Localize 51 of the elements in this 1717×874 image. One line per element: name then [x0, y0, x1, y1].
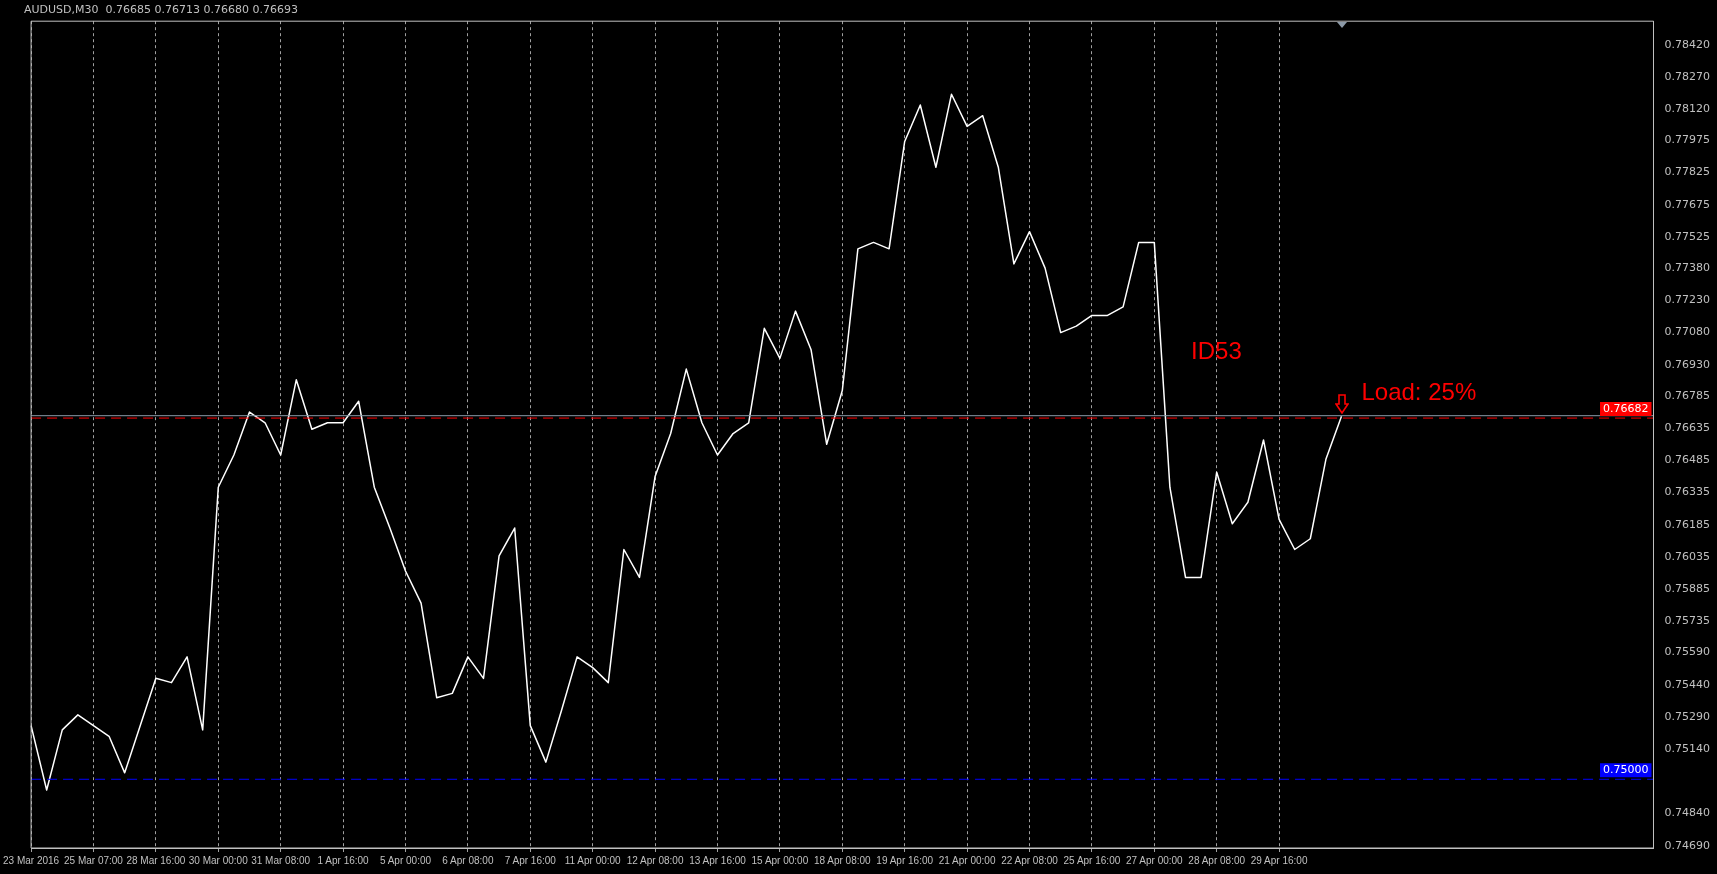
y-tick-label: 0.74690: [1664, 838, 1711, 852]
y-tick-label: 0.77525: [1664, 229, 1711, 243]
y-tick-label: 0.76930: [1664, 357, 1711, 371]
y-tick-label: 0.77975: [1664, 133, 1711, 147]
annotation: ID53: [1191, 336, 1242, 364]
x-tick-label: 30 Mar 00:00: [188, 854, 249, 866]
x-tick-label: 12 Apr 08:00: [626, 854, 684, 866]
y-tick-label: 0.75290: [1664, 709, 1711, 723]
x-tick-label: 15 Apr 00:00: [751, 854, 809, 866]
x-tick-label: 29 Apr 16:00: [1250, 854, 1308, 866]
x-tick-label: 1 Apr 16:00: [317, 854, 370, 866]
y-tick-label: 0.77230: [1664, 293, 1711, 307]
x-tick-label: 25 Mar 07:00: [64, 854, 124, 866]
x-tick-label: 28 Apr 08:00: [1188, 854, 1246, 866]
y-tick-label: 0.75590: [1664, 645, 1711, 659]
ref-line-label: 0.76682: [1603, 401, 1649, 415]
x-tick-label: 23 Mar 2016: [3, 854, 60, 866]
x-tick-label: 6 Apr 08:00: [442, 854, 494, 866]
y-tick-label: 0.77675: [1664, 197, 1711, 211]
y-tick-label: 0.76035: [1664, 549, 1711, 563]
x-tick-label: 22 Apr 08:00: [1001, 854, 1059, 866]
x-tick-label: 19 Apr 16:00: [876, 854, 934, 866]
x-tick-label: 27 Apr 00:00: [1125, 854, 1184, 866]
x-tick-label: 31 Mar 08:00: [251, 854, 311, 866]
chart-title: AUDUSD,M30 0.76685 0.76713 0.76680 0.76693: [24, 3, 298, 17]
y-tick-label: 0.75140: [1664, 742, 1711, 756]
y-tick-label: 0.77380: [1664, 261, 1711, 275]
ref-line-label: 0.75000: [1603, 763, 1649, 777]
annotation: Load: 25%: [1361, 377, 1477, 405]
x-tick-label: 5 Apr 00:00: [379, 854, 432, 866]
y-tick-label: 0.75440: [1664, 677, 1711, 691]
y-tick-label: 0.76785: [1664, 388, 1711, 402]
y-tick-label: 0.76185: [1664, 517, 1711, 531]
y-tick-label: 0.74840: [1664, 806, 1711, 820]
y-tick-label: 0.76335: [1664, 485, 1711, 499]
y-tick-label: 0.77080: [1664, 325, 1711, 339]
x-tick-label: 13 Apr 16:00: [689, 854, 747, 866]
y-tick-label: 0.78420: [1664, 37, 1711, 51]
x-tick-label: 18 Apr 08:00: [813, 854, 872, 866]
x-tick-label: 11 Apr 00:00: [564, 854, 622, 866]
x-tick-label: 28 Mar 16:00: [126, 854, 186, 866]
y-tick-label: 0.76485: [1664, 453, 1711, 467]
y-tick-label: 0.78120: [1664, 102, 1711, 116]
y-tick-label: 0.75885: [1664, 582, 1711, 596]
x-tick-label: 21 Apr 00:00: [938, 854, 996, 866]
y-tick-label: 0.76635: [1664, 421, 1711, 435]
y-tick-label: 0.77825: [1664, 165, 1711, 179]
x-tick-label: 7 Apr 16:00: [504, 854, 557, 866]
y-tick-label: 0.75735: [1664, 614, 1711, 628]
y-tick-label: 0.78270: [1664, 69, 1711, 83]
x-tick-label: 25 Apr 16:00: [1063, 854, 1121, 866]
